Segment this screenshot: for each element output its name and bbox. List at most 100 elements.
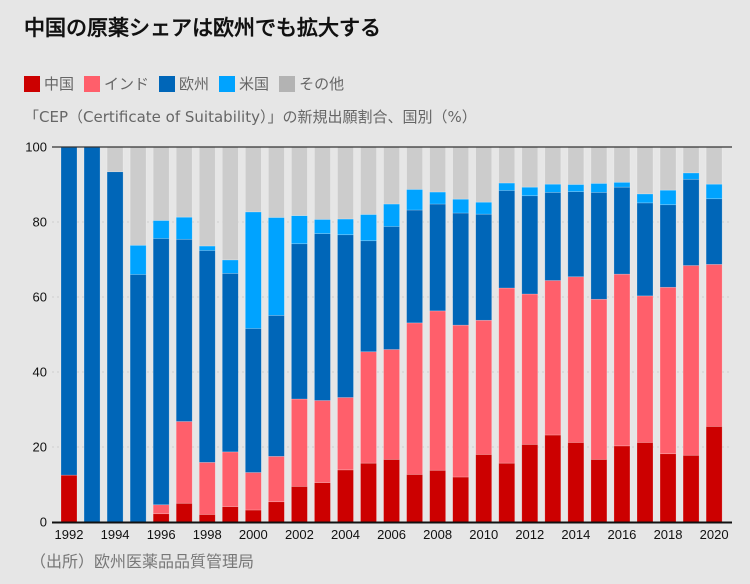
bar-stack-2003 [314, 146, 331, 523]
bar-stack-2010 [475, 146, 493, 523]
bar-stack-2020 [705, 146, 723, 523]
bar-stack-2009 [452, 146, 469, 523]
bar-segment-4 [337, 146, 354, 220]
bar-segment-2 [198, 250, 216, 463]
bar-segment-3 [152, 220, 170, 239]
bar-segment-3 [636, 193, 654, 204]
x-tick-label: 2018 [654, 527, 683, 542]
x-tick-label: 1996 [147, 527, 176, 542]
x-tick-label: 2002 [285, 527, 314, 542]
bar-segment-4 [429, 146, 446, 193]
bar-segment-3 [221, 259, 239, 274]
bar-segment-1 [406, 322, 423, 475]
legend-item-china: 中国 [24, 73, 74, 94]
bar-segment-1 [659, 286, 677, 455]
bar-segment-1 [544, 280, 562, 436]
bar-segment-1 [268, 456, 285, 503]
y-tick-label: 40 [33, 365, 47, 380]
bar-stack-2004 [337, 146, 354, 523]
bar-segment-1 [521, 293, 539, 445]
bar-segment-4 [383, 146, 400, 205]
bar-segment-3 [337, 218, 354, 236]
bar-segment-0 [337, 469, 354, 523]
legend-label-us: 米国 [239, 75, 270, 93]
bar-segment-1 [613, 273, 631, 447]
bar-segment-0 [659, 453, 677, 523]
y-tick-label: 100 [25, 140, 47, 155]
legend-item-europe: 欧州 [159, 73, 209, 94]
bar-segment-3 [498, 182, 516, 191]
bar-segment-1 [337, 397, 354, 471]
bar-segment-3 [613, 181, 631, 188]
bars [60, 146, 723, 523]
bar-segment-4 [659, 146, 677, 191]
x-tick-label: 2016 [607, 527, 636, 542]
bar-segment-2 [590, 192, 608, 300]
legend-swatch-europe [159, 75, 176, 92]
bar-segment-1 [360, 351, 377, 464]
bar-segment-0 [590, 459, 608, 523]
bar-stack-1992 [60, 146, 78, 523]
bar-segment-1 [567, 276, 585, 443]
bar-segment-4 [705, 146, 723, 185]
bar-segment-3 [659, 189, 677, 206]
bar-segment-0 [682, 454, 700, 523]
bar-segment-1 [383, 349, 400, 460]
bar-segment-2 [129, 274, 147, 523]
bar-segment-2 [636, 202, 654, 297]
bar-segment-2 [291, 243, 308, 400]
bar-segment-2 [498, 190, 516, 289]
bar-segment-1 [475, 319, 493, 455]
bar-segment-3 [590, 183, 608, 193]
bar-stack-2007 [406, 146, 423, 523]
bar-segment-0 [221, 506, 239, 523]
bar-segment-1 [429, 310, 446, 471]
y-tick-label: 80 [33, 215, 47, 230]
bar-segment-2 [429, 203, 446, 312]
bar-segment-4 [544, 146, 562, 185]
x-tick-label: 2000 [239, 527, 268, 542]
legend-swatch-us [219, 75, 236, 92]
legend: 中国 インド 欧州 米国 その他 [24, 73, 354, 94]
bar-segment-2 [383, 226, 400, 350]
legend-label-china: 中国 [44, 75, 75, 93]
bar-segment-2 [452, 212, 469, 326]
bar-segment-4 [245, 146, 262, 213]
bar-segment-0 [429, 469, 446, 523]
bar-segment-4 [475, 146, 493, 203]
bar-segment-1 [245, 472, 262, 511]
bar-segment-4 [567, 146, 585, 185]
legend-item-india: インド [84, 73, 149, 94]
y-tick-label: 60 [33, 290, 47, 305]
bar-segment-1 [221, 451, 239, 507]
bar-segment-0 [567, 442, 585, 523]
bar-segment-4 [291, 146, 308, 216]
bar-segment-4 [613, 146, 631, 183]
bar-segment-2 [245, 328, 262, 473]
bar-segment-0 [613, 445, 631, 523]
bar-segment-0 [360, 462, 377, 523]
bar-segment-0 [245, 509, 262, 523]
bar-segment-0 [705, 426, 723, 523]
legend-swatch-other [279, 75, 296, 92]
bar-stack-2016 [613, 146, 631, 523]
bar-segment-0 [268, 501, 285, 523]
bar-segment-0 [475, 454, 493, 523]
x-tick-label: 2014 [561, 527, 590, 542]
source-note: （出所）欧州医薬品品質管理局 [30, 552, 255, 571]
bar-segment-2 [83, 146, 101, 523]
bar-segment-2 [521, 195, 539, 295]
bar-segment-4 [590, 146, 608, 184]
bar-segment-2 [175, 238, 193, 422]
bar-segment-4 [498, 146, 516, 184]
bar-segment-3 [429, 191, 446, 205]
bar-segment-4 [636, 146, 654, 195]
bar-segment-0 [452, 476, 469, 523]
bar-segment-2 [314, 233, 331, 401]
legend-swatch-india [84, 75, 101, 92]
bar-segment-3 [705, 183, 723, 200]
bar-segment-3 [567, 184, 585, 192]
y-tick-label: 0 [40, 515, 47, 530]
bar-segment-4 [521, 146, 539, 188]
